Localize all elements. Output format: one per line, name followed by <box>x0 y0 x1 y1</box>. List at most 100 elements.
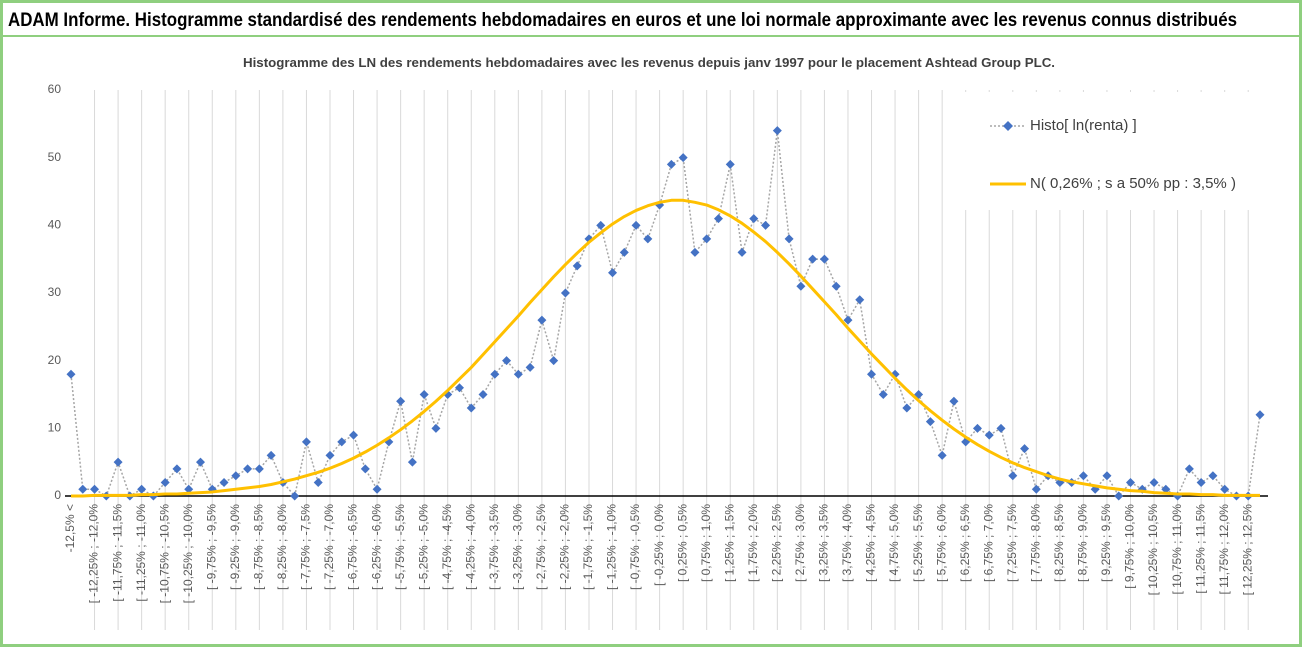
x-tick-label: [ -11,25% ; -11,0% <box>134 504 148 602</box>
point-marker <box>937 450 947 460</box>
x-tick-label: [ -6,25% ; -6,0% <box>369 504 383 590</box>
point-marker <box>231 471 241 481</box>
point-marker <box>596 220 606 230</box>
point-marker <box>537 315 547 325</box>
x-tick-label: [ -5,25% ; -5,0% <box>416 504 430 590</box>
point-marker <box>925 417 935 427</box>
point-marker <box>1149 477 1159 487</box>
point-marker <box>1020 444 1030 454</box>
point-marker <box>478 390 488 399</box>
x-tick-label: [ -12,25% ; -12,0% <box>87 504 101 604</box>
point-marker <box>396 396 406 406</box>
point-marker <box>831 281 841 291</box>
x-tick-label: [ -9,25% ; -9,0% <box>228 504 242 590</box>
point-marker <box>725 159 735 169</box>
y-tick-label: 30 <box>48 285 62 299</box>
point-marker <box>867 369 877 379</box>
point-marker <box>984 430 994 440</box>
y-tick-label: 20 <box>48 353 62 367</box>
point-marker <box>466 403 476 413</box>
x-tick-label: [ 9,75% ; 10,0% <box>1123 504 1137 589</box>
x-tick-label: [ 2,25% ; 2,5% <box>770 504 784 582</box>
point-marker <box>796 281 806 291</box>
x-tick-label: [ -6,75% ; -6,5% <box>346 504 360 590</box>
y-tick-label: 40 <box>48 218 62 232</box>
point-marker <box>572 261 582 271</box>
point-marker <box>372 484 382 494</box>
point-marker <box>195 457 205 467</box>
point-marker <box>1184 464 1194 474</box>
point-marker <box>1126 477 1136 487</box>
point-marker <box>972 423 982 433</box>
x-tick-label: [ 6,75% ; 7,0% <box>981 504 995 582</box>
y-tick-label: 10 <box>48 421 62 435</box>
point-marker <box>819 254 829 264</box>
y-tick-label: 60 <box>48 82 62 96</box>
y-tick-label: 0 <box>54 488 61 502</box>
point-marker <box>608 268 618 278</box>
x-tick-label: [ -9,75% ; -9,5% <box>204 504 218 590</box>
grid-layer: -12,5% < [ -12,25% ; -12,0% [ -11,75% ; -1… <box>48 82 1290 630</box>
x-tick-label: [ 0,75% ; 1,0% <box>699 504 713 582</box>
chart-subtitle: Histogramme des LN des rendements hebdom… <box>243 56 1055 70</box>
x-tick-label: [ 5,25% ; 5,5% <box>911 504 925 582</box>
point-marker <box>1161 484 1171 494</box>
point-marker <box>502 356 512 366</box>
point-marker <box>749 214 759 224</box>
x-tick-label: [ -0,25% ; 0,0% <box>652 504 666 586</box>
point-marker <box>172 464 182 474</box>
x-tick-label: [ 8,75% ; 9,0% <box>1076 504 1090 582</box>
point-marker <box>301 437 311 447</box>
x-tick-label: [ 11,75% ; 12,0% <box>1217 504 1231 595</box>
point-marker <box>843 315 853 325</box>
x-tick-label: [ -8,75% ; -8,5% <box>252 504 266 590</box>
point-marker <box>1196 477 1206 487</box>
point-marker <box>349 430 359 440</box>
point-marker <box>325 450 335 460</box>
point-marker <box>431 423 441 433</box>
point-marker <box>1220 484 1230 494</box>
x-tick-label: [ 10,25% ; 10,5% <box>1146 504 1160 596</box>
legend-box <box>962 92 1290 210</box>
x-tick-label: [ -2,25% ; -2,0% <box>558 504 572 590</box>
x-tick-label: [ 11,25% ; 11,5% <box>1193 504 1207 594</box>
x-tick-label: [ 9,25% ; 9,5% <box>1099 504 1113 582</box>
x-tick-label: [ 1,75% ; 2,0% <box>746 504 760 582</box>
point-marker <box>1255 410 1265 420</box>
point-marker <box>878 390 888 399</box>
x-tick-label: [ 4,75% ; 5,0% <box>887 504 901 582</box>
x-tick-label: [ -0,75% ; -0,5% <box>628 504 642 590</box>
point-marker <box>1208 471 1218 481</box>
x-tick-label: [ -8,25% ; -8,0% <box>275 504 289 590</box>
x-tick-label: [ -11,75% ; -11,5% <box>110 504 124 602</box>
x-tick-label: [ -3,75% ; -3,5% <box>487 504 501 590</box>
point-marker <box>454 383 464 393</box>
x-tick-label: [ 8,25% ; 8,5% <box>1052 504 1066 582</box>
point-marker <box>1114 491 1124 501</box>
legend-label: Histo[ ln(renta) ] <box>1030 117 1137 134</box>
point-marker <box>313 477 323 487</box>
point-marker <box>184 484 194 494</box>
point-marker <box>713 214 723 224</box>
point-marker <box>808 254 818 264</box>
point-marker <box>855 295 865 305</box>
page-title: ADAM Informe. Histogramme standardisé de… <box>8 10 1237 31</box>
y-tick-label: 50 <box>48 150 62 164</box>
point-marker <box>549 356 559 366</box>
point-marker <box>66 369 76 379</box>
point-marker <box>1031 484 1041 494</box>
x-tick-label: [ -7,25% ; -7,0% <box>322 504 336 590</box>
x-tick-label: [ -7,75% ; -7,5% <box>299 504 313 590</box>
legend-marker <box>1003 121 1013 131</box>
point-marker <box>266 450 276 460</box>
point-marker <box>643 234 653 244</box>
point-marker <box>1102 471 1112 481</box>
x-tick-label: [ 3,75% ; 4,0% <box>840 504 854 582</box>
point-marker <box>137 484 147 494</box>
x-tick-label: [ 4,25% ; 4,5% <box>864 504 878 582</box>
x-tick-label: [ 0,25% ; 0,5% <box>675 504 689 582</box>
point-marker <box>1078 471 1088 481</box>
point-marker <box>619 247 629 257</box>
